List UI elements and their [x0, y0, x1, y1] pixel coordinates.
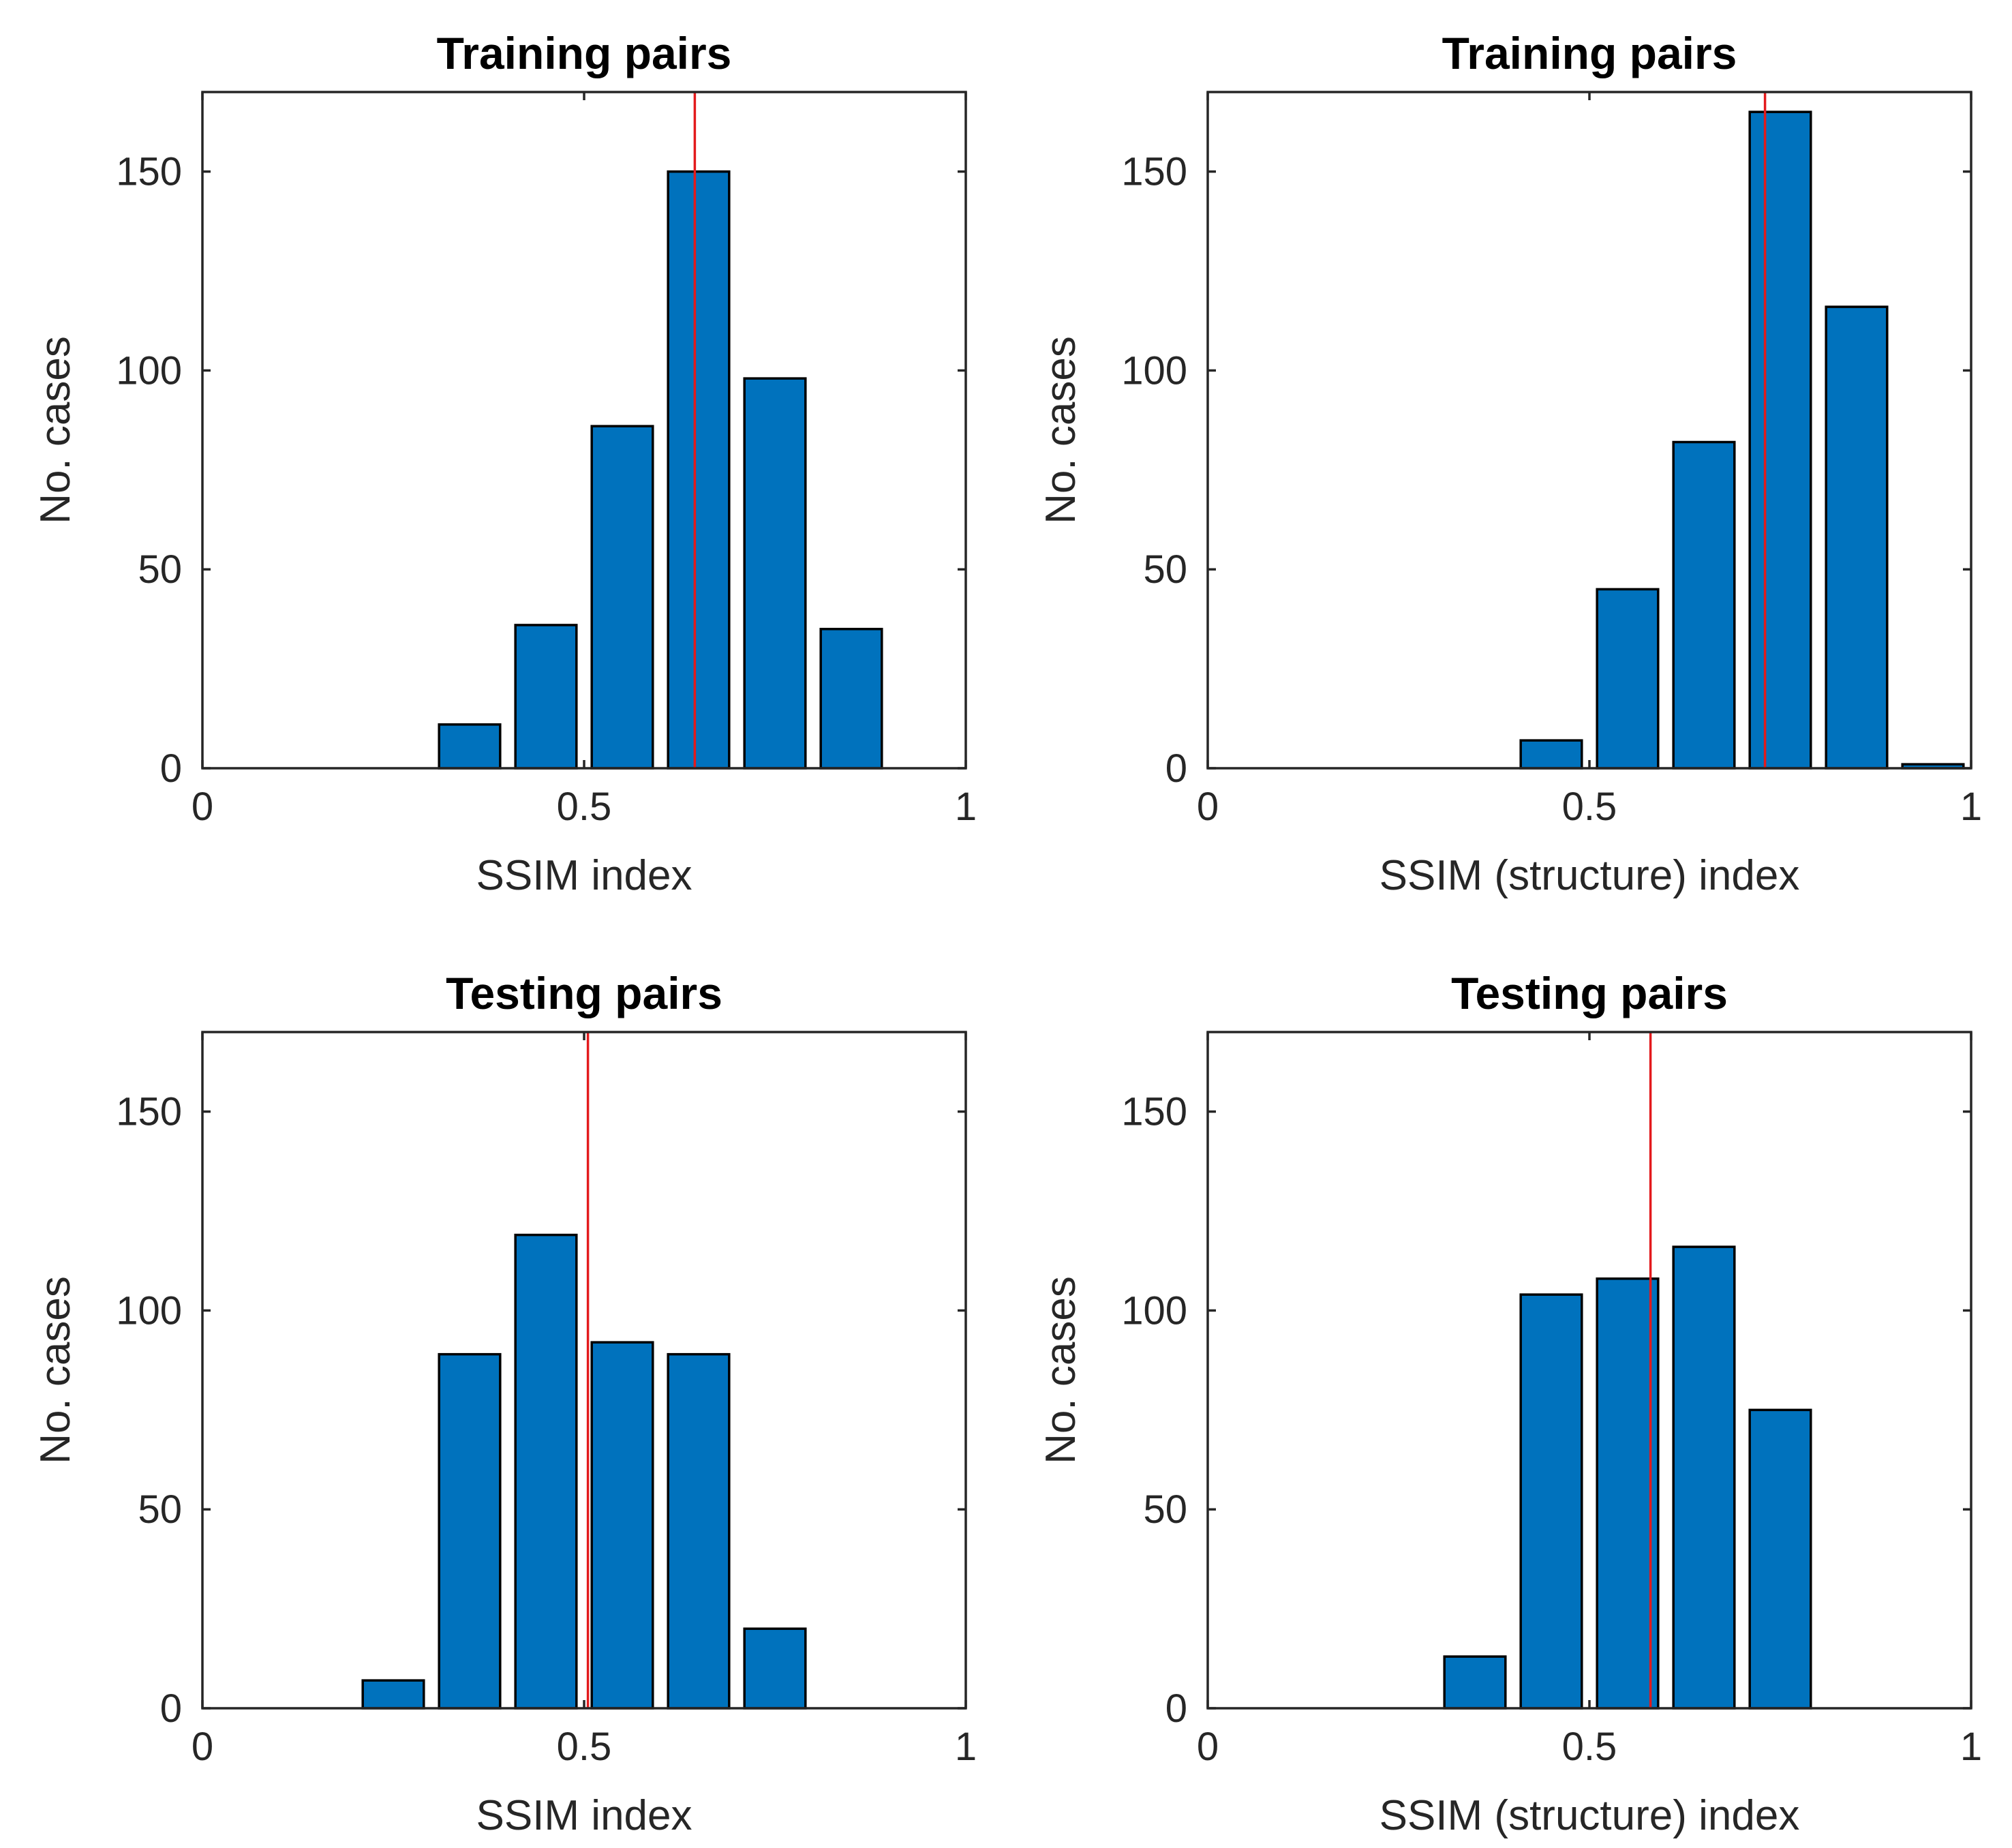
- y-tick-label: 50: [138, 547, 182, 592]
- histogram-bar: [819, 628, 883, 770]
- histogram-bar: [1672, 440, 1736, 770]
- y-tick-label: 100: [116, 1288, 182, 1333]
- x-tick-label: 0: [192, 785, 213, 829]
- histogram-bar: [1519, 739, 1583, 770]
- histogram-bar: [514, 1233, 578, 1710]
- x-tick-label: 1: [955, 1725, 977, 1769]
- x-tick-label: 0.5: [557, 1725, 612, 1769]
- x-tick-label: 0.5: [1562, 1725, 1617, 1769]
- x-tick-label: 1: [955, 785, 977, 829]
- panel-training-ssim: 0 0.5 1 0 50 100 150 Training pairs SSIM index No…: [32, 28, 977, 899]
- histogram-bar: [1519, 1293, 1583, 1710]
- histogram-bar: [438, 723, 502, 770]
- histogram-bar: [1443, 1655, 1507, 1710]
- panel-title: Testing pairs: [1451, 968, 1728, 1018]
- y-axis-label: No. cases: [32, 1276, 79, 1464]
- y-tick-label: 0: [160, 1686, 182, 1731]
- y-tick-label: 0: [160, 746, 182, 791]
- histogram-bar: [667, 1352, 731, 1710]
- x-tick-label: 0: [192, 1725, 213, 1769]
- histogram-bar: [1596, 1277, 1660, 1710]
- panel-title: Training pairs: [1442, 28, 1737, 78]
- y-axis-label: No. cases: [1037, 336, 1084, 524]
- x-tick-label: 1: [1960, 1725, 1982, 1769]
- histogram-bar: [667, 170, 731, 770]
- y-tick-label: 50: [1143, 547, 1187, 592]
- histogram-bar: [361, 1679, 425, 1710]
- x-axis-label: SSIM (structure) index: [1380, 852, 1800, 899]
- y-tick-label: 150: [1121, 1090, 1187, 1134]
- y-tick-label: 100: [1121, 1288, 1187, 1333]
- histogram-bar: [743, 1627, 807, 1710]
- histogram-bar: [590, 1341, 654, 1710]
- x-tick-label: 0: [1197, 1725, 1219, 1769]
- histogram-bar: [1748, 1408, 1812, 1710]
- y-axis-label: No. cases: [32, 336, 79, 524]
- y-tick-label: 150: [116, 1090, 182, 1134]
- panel-title: Testing pairs: [446, 968, 722, 1018]
- y-tick-label: 150: [1121, 150, 1187, 194]
- histogram-bar: [438, 1352, 502, 1710]
- x-tick-label: 1: [1960, 785, 1982, 829]
- y-tick-label: 0: [1165, 1686, 1187, 1731]
- histogram-bar: [1596, 588, 1660, 770]
- y-tick-label: 50: [138, 1487, 182, 1532]
- y-axis-label: No. cases: [1037, 1276, 1084, 1464]
- histogram-bar: [514, 624, 578, 770]
- histogram-bar: [1825, 305, 1889, 770]
- y-tick-label: 0: [1165, 746, 1187, 791]
- y-tick-label: 150: [116, 150, 182, 194]
- x-axis-label: SSIM index: [476, 852, 692, 899]
- x-tick-label: 0: [1197, 785, 1219, 829]
- x-axis-label: SSIM index: [476, 1792, 692, 1839]
- x-tick-label: 0.5: [557, 785, 612, 829]
- axes-frame: [1206, 1031, 1972, 1710]
- x-tick-label: 0.5: [1562, 785, 1617, 829]
- y-tick-label: 100: [1121, 348, 1187, 393]
- histogram-bar: [590, 425, 654, 770]
- histogram-bar: [1748, 110, 1812, 770]
- y-tick-label: 50: [1143, 1487, 1187, 1532]
- x-axis-label: SSIM (structure) index: [1380, 1792, 1800, 1839]
- panel-testing-ssim: 0 0.5 1 0 50 100 150 Testing pairs SSIM index No.…: [32, 968, 977, 1839]
- y-tick-label: 100: [116, 348, 182, 393]
- panel-title: Training pairs: [437, 28, 732, 78]
- histogram-bar: [743, 377, 807, 770]
- histogram-bar: [1672, 1245, 1736, 1710]
- panel-testing-ssim-structure: 0 0.5 1 0 50 100 150 Testing pairs SSIM (structu…: [1037, 968, 1982, 1839]
- axes-frame: [201, 1031, 967, 1710]
- panel-training-ssim-structure: 0 0.5 1 0 50 100 150 Training pairs SSIM (struct…: [1037, 28, 1982, 899]
